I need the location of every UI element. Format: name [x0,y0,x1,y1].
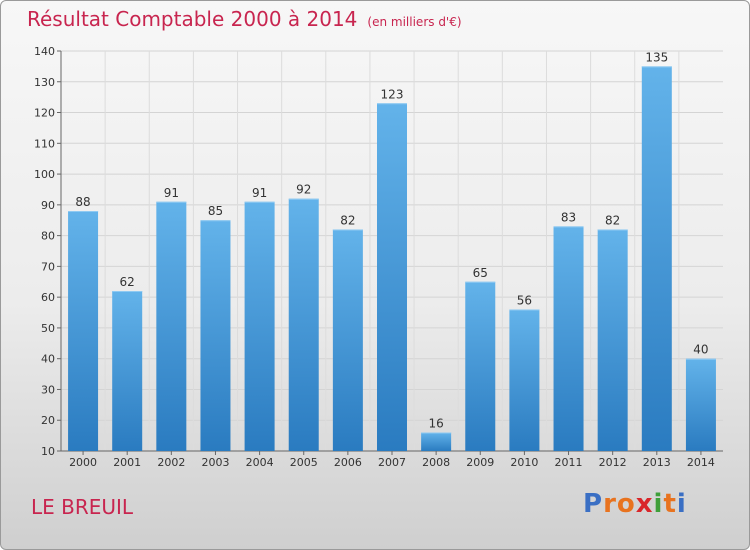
data-label: 88 [75,195,90,209]
bar-2010 [509,309,540,451]
data-label: 40 [693,343,708,357]
data-label: 92 [296,183,311,197]
data-label: 82 [605,213,620,227]
y-tick-label: 20 [41,414,55,427]
y-tick-label: 120 [34,107,55,120]
data-label: 65 [473,266,488,280]
data-label: 56 [517,293,532,307]
y-tick-label: 110 [34,137,55,150]
y-tick-label: 40 [41,353,55,366]
data-label: 16 [428,417,443,431]
x-tick-label: 2013 [643,456,671,469]
x-tick-label: 2009 [466,456,494,469]
chart-unit: (en milliers d'€) [367,15,462,29]
logo-letter: r [603,489,617,519]
y-tick-label: 90 [41,199,55,212]
logo-letter: x [635,489,654,519]
bar-2003 [200,220,231,451]
y-tick-label: 100 [34,168,55,181]
data-label: 91 [252,186,267,200]
bar-2006 [332,229,363,451]
logo-letter: t [663,489,677,519]
x-tick-label: 2000 [69,456,97,469]
x-tick-label: 2012 [599,456,627,469]
bar-2001 [112,291,143,451]
x-tick-label: 2007 [378,456,406,469]
y-tick-label: 10 [41,445,55,458]
bar-2000 [68,211,99,451]
bar-2005 [288,198,319,451]
labels: 88 2000 62 2001 91 2002 85 2003 91 2004 92 2005 82 20… [69,50,715,469]
bars [68,66,716,452]
x-tick-label: 2011 [555,456,583,469]
bar-2004 [244,201,275,451]
bar-2013 [641,66,672,451]
bar-2002 [156,201,187,451]
chart-title: Résultat Comptable 2000 à 2014 [27,7,358,31]
y-tick-label: 30 [41,383,55,396]
y-tick-label: 60 [41,291,55,304]
x-tick-label: 2003 [201,456,229,469]
logo-letter: i [676,489,687,519]
data-label: 83 [561,210,576,224]
x-tick-label: 2014 [687,456,715,469]
y-tick-label: 50 [41,322,55,335]
y-tick-label: 80 [41,230,55,243]
data-label: 135 [645,50,668,64]
bar-2007 [377,103,407,452]
data-label: 85 [208,204,223,218]
chart-title-block: Résultat Comptable 2000 à 2014 (en millie… [27,7,462,31]
data-label: 82 [340,213,355,227]
x-tick-label: 2010 [510,456,538,469]
bar-2012 [597,229,628,451]
bar-2008 [421,432,452,451]
bar-2011 [553,226,584,451]
data-label: 91 [164,186,179,200]
x-tick-label: 2002 [157,456,185,469]
data-label: 62 [120,275,135,289]
y-tick-label: 140 [34,45,55,58]
data-label: 123 [381,87,404,101]
commune-name: LE BREUIL [31,495,134,519]
y-tick-label: 130 [34,76,55,89]
x-tick-label: 2006 [334,456,362,469]
logo-letter: o [616,489,636,519]
y-tick-label: 70 [41,260,55,273]
x-tick-label: 2001 [113,456,141,469]
logo-letter: i [653,489,664,519]
logo-letter: P [583,489,604,519]
bar-2014 [685,358,716,451]
x-tick-label: 2008 [422,456,450,469]
bar-2009 [465,281,496,451]
x-tick-label: 2005 [290,456,318,469]
proxiti-logo: Proxiti [583,489,687,519]
x-tick-label: 2004 [246,456,274,469]
